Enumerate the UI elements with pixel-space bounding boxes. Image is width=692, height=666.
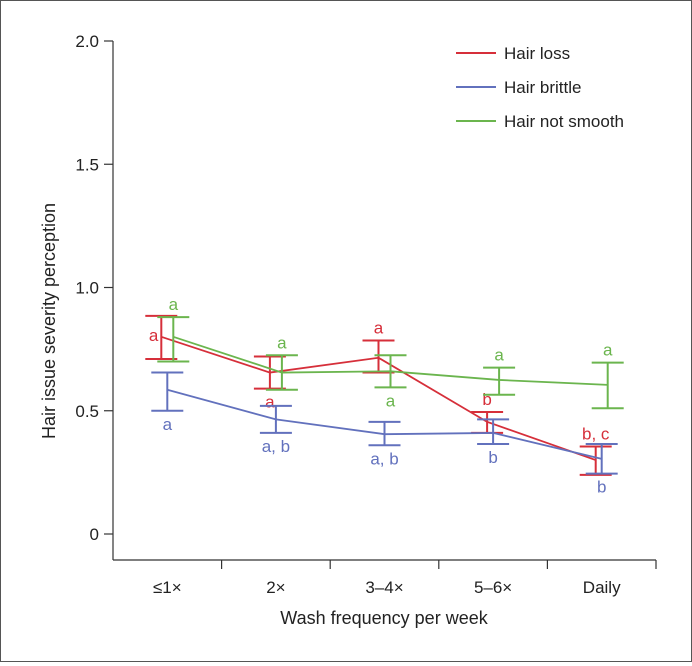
significance-label: a <box>149 326 159 345</box>
x-tick-label: ≤1× <box>153 578 182 597</box>
x-axis-label: Wash frequency per week <box>280 608 488 628</box>
series-hair-brittle: a a, b a, b b b <box>151 371 618 497</box>
x-ticks: ≤1× 2× 3–4× 5–6× Daily <box>153 560 657 597</box>
significance-label: a <box>169 295 179 314</box>
significance-label: a <box>265 393 275 412</box>
axes <box>112 41 656 561</box>
significance-label: a <box>163 415 173 434</box>
legend-label: Hair not smooth <box>504 112 624 131</box>
significance-label: a <box>386 391 396 410</box>
legend-label: Hair brittle <box>504 78 581 97</box>
significance-label: a <box>603 341 613 360</box>
x-tick-label: 5–6× <box>474 578 512 597</box>
x-tick-label: 2× <box>266 578 285 597</box>
significance-label: a <box>277 333 287 352</box>
significance-label: b <box>482 390 491 409</box>
y-axis-label: Hair issue severity perception <box>39 203 59 439</box>
significance-label: b <box>488 448 497 467</box>
significance-label: a <box>374 318 384 337</box>
y-tick-label: 0.5 <box>75 402 99 421</box>
significance-label: b <box>597 478 606 497</box>
series-hair-loss: a a a b b, c <box>145 314 612 476</box>
legend-label: Hair loss <box>504 44 570 63</box>
x-tick-label: 3–4× <box>365 578 403 597</box>
significance-label: a, b <box>262 437 290 456</box>
significance-label: a <box>494 346 504 365</box>
legend: Hair loss Hair brittle Hair not smooth <box>456 44 624 131</box>
series-hair-not-smooth: a a a a a <box>157 295 624 410</box>
y-tick-label: 1.0 <box>75 279 99 298</box>
significance-label: a, b <box>370 449 398 468</box>
significance-label: b, c <box>582 424 610 443</box>
y-tick-label: 2.0 <box>75 32 99 51</box>
y-ticks: 0 0.5 1.0 1.5 2.0 <box>75 32 113 544</box>
y-tick-label: 1.5 <box>75 155 99 174</box>
y-tick-label: 0 <box>90 525 99 544</box>
x-tick-label: Daily <box>583 578 621 597</box>
